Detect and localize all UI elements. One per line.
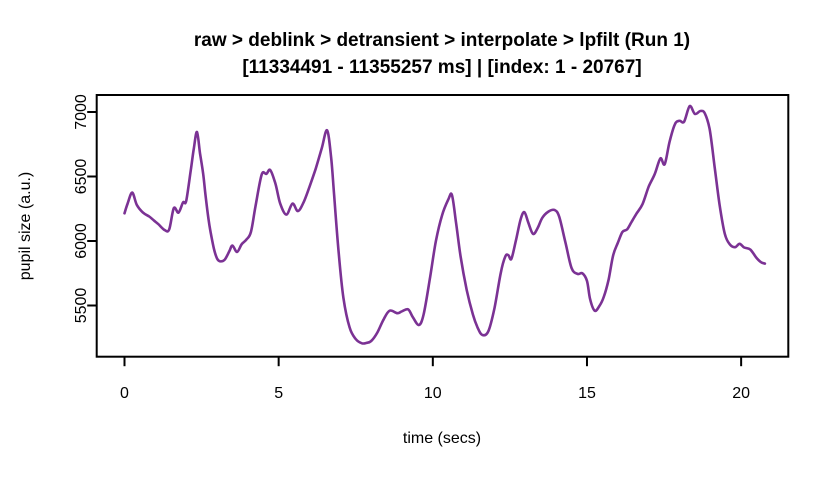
y-axis-ticks: 5500 6000 6500 7000 xyxy=(73,94,97,323)
y-tick-label: 6500 xyxy=(73,159,90,195)
y-tick-label: 7000 xyxy=(73,94,90,130)
y-tick-label: 6000 xyxy=(73,223,90,259)
pupil-trace-line xyxy=(123,104,767,345)
x-tick-label: 15 xyxy=(578,385,596,402)
x-axis-ticks: 0 5 10 15 20 xyxy=(120,356,750,402)
y-axis-label: pupil size (a.u.) xyxy=(17,172,34,281)
x-tick-label: 20 xyxy=(732,385,750,402)
x-tick-label: 10 xyxy=(424,385,442,402)
x-axis-label: time (secs) xyxy=(403,430,481,447)
plot-border xyxy=(95,94,790,358)
y-tick-label: 5500 xyxy=(73,288,90,324)
chart-subtitle: [11334491 - 11355257 ms] | [index: 1 - 2… xyxy=(242,57,641,78)
x-tick-label: 0 xyxy=(120,385,129,402)
chart-title: raw > deblink > detransient > interpolat… xyxy=(194,30,690,51)
x-tick-label: 5 xyxy=(274,385,283,402)
